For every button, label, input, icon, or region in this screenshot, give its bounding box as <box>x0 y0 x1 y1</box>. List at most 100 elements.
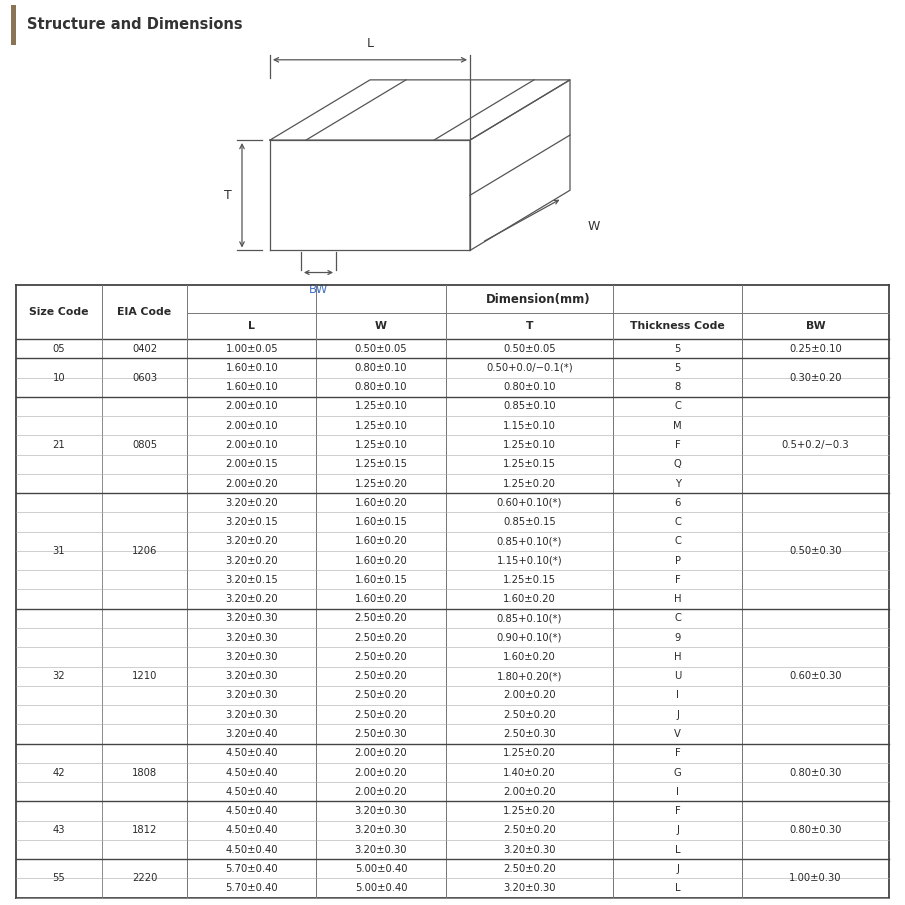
Text: 3.20±0.30: 3.20±0.30 <box>225 614 278 624</box>
Text: 4.50±0.40: 4.50±0.40 <box>225 844 278 854</box>
Text: 1.60±0.15: 1.60±0.15 <box>355 517 407 527</box>
Text: 0603: 0603 <box>132 373 157 383</box>
Text: 55: 55 <box>52 873 65 883</box>
Text: 3.20±0.40: 3.20±0.40 <box>225 729 278 739</box>
Text: 0.60+0.10(*): 0.60+0.10(*) <box>497 498 562 508</box>
Text: 1.40±0.20: 1.40±0.20 <box>503 767 556 777</box>
Text: BW: BW <box>309 282 329 296</box>
Text: 1.80+0.20(*): 1.80+0.20(*) <box>497 672 562 681</box>
Text: 4.50±0.40: 4.50±0.40 <box>225 786 278 796</box>
Text: 3.20±0.30: 3.20±0.30 <box>225 652 278 662</box>
Text: 3.20±0.15: 3.20±0.15 <box>225 517 278 527</box>
Text: 0.50±0.05: 0.50±0.05 <box>503 344 556 354</box>
Text: P: P <box>674 556 681 566</box>
Text: 2.00±0.20: 2.00±0.20 <box>225 479 278 489</box>
Text: 2.00±0.15: 2.00±0.15 <box>225 459 278 469</box>
Text: 2.50±0.20: 2.50±0.20 <box>355 633 407 643</box>
Text: T: T <box>224 189 232 202</box>
Text: G: G <box>673 767 681 777</box>
Text: 2.50±0.30: 2.50±0.30 <box>355 729 407 739</box>
Text: 21: 21 <box>52 440 65 450</box>
Text: 1.60±0.15: 1.60±0.15 <box>355 575 407 585</box>
Text: 3.20±0.30: 3.20±0.30 <box>503 844 556 854</box>
Text: 3.20±0.15: 3.20±0.15 <box>225 575 278 585</box>
Text: BW: BW <box>805 321 825 331</box>
Text: 2.00±0.20: 2.00±0.20 <box>355 767 407 777</box>
Text: F: F <box>675 440 681 450</box>
Text: I: I <box>676 691 679 700</box>
Text: 1.60±0.20: 1.60±0.20 <box>355 537 407 547</box>
Text: 0.30±0.20: 0.30±0.20 <box>789 373 842 383</box>
Text: 1206: 1206 <box>132 546 157 556</box>
Text: 10: 10 <box>52 373 65 383</box>
Text: 1.25±0.20: 1.25±0.20 <box>355 479 407 489</box>
Text: 1.60±0.20: 1.60±0.20 <box>355 498 407 508</box>
Text: I: I <box>676 786 679 796</box>
Text: 0.25±0.10: 0.25±0.10 <box>789 344 842 354</box>
Text: 0.85±0.10: 0.85±0.10 <box>503 402 556 412</box>
Text: 5.00±0.40: 5.00±0.40 <box>355 864 407 874</box>
Text: J: J <box>676 710 679 719</box>
Text: 1.25±0.15: 1.25±0.15 <box>355 459 407 469</box>
Text: 3.20±0.20: 3.20±0.20 <box>225 594 278 605</box>
Text: C: C <box>674 517 681 527</box>
Text: Y: Y <box>674 479 681 489</box>
Text: 3.20±0.30: 3.20±0.30 <box>503 883 556 893</box>
Text: 3.20±0.30: 3.20±0.30 <box>355 825 407 835</box>
Text: J: J <box>676 825 679 835</box>
Text: 1.00±0.05: 1.00±0.05 <box>225 344 278 354</box>
Text: 43: 43 <box>52 825 65 835</box>
Text: 3.20±0.30: 3.20±0.30 <box>355 806 407 816</box>
Text: 6: 6 <box>674 498 681 508</box>
Text: 2.50±0.20: 2.50±0.20 <box>503 710 556 719</box>
Text: 0.50+0.0/−0.1(*): 0.50+0.0/−0.1(*) <box>486 363 573 373</box>
Text: 3.20±0.20: 3.20±0.20 <box>225 537 278 547</box>
Text: 1.60±0.20: 1.60±0.20 <box>355 556 407 566</box>
Text: 3.20±0.30: 3.20±0.30 <box>225 633 278 643</box>
Text: 3.20±0.30: 3.20±0.30 <box>355 844 407 854</box>
Text: 1.15±0.10: 1.15±0.10 <box>503 421 556 431</box>
Text: L: L <box>367 37 374 50</box>
Text: F: F <box>675 806 681 816</box>
Text: 2.50±0.20: 2.50±0.20 <box>355 672 407 681</box>
Text: 2.00±0.10: 2.00±0.10 <box>225 402 278 412</box>
Text: 0.50±0.30: 0.50±0.30 <box>789 546 842 556</box>
Text: 2220: 2220 <box>132 873 157 883</box>
Text: L: L <box>675 883 681 893</box>
Text: 0805: 0805 <box>132 440 157 450</box>
Text: Size Code: Size Code <box>29 307 89 317</box>
Text: 0.85+0.10(*): 0.85+0.10(*) <box>497 614 562 624</box>
Text: 1.15+0.10(*): 1.15+0.10(*) <box>497 556 562 566</box>
Text: 1.60±0.20: 1.60±0.20 <box>355 594 407 605</box>
Text: V: V <box>674 729 681 739</box>
Text: 1.60±0.10: 1.60±0.10 <box>225 382 278 392</box>
Text: 0.85±0.15: 0.85±0.15 <box>503 517 556 527</box>
Text: 5.70±0.40: 5.70±0.40 <box>225 883 278 893</box>
Text: 9: 9 <box>674 633 681 643</box>
Text: 0.80±0.10: 0.80±0.10 <box>503 382 556 392</box>
Text: L: L <box>675 844 681 854</box>
Text: F: F <box>675 748 681 758</box>
Text: 4.50±0.40: 4.50±0.40 <box>225 748 278 758</box>
Text: 1808: 1808 <box>132 767 157 777</box>
Text: 3.20±0.20: 3.20±0.20 <box>225 556 278 566</box>
Text: C: C <box>674 614 681 624</box>
Text: 1.60±0.20: 1.60±0.20 <box>503 594 556 605</box>
Text: 2.00±0.20: 2.00±0.20 <box>503 691 556 700</box>
Text: 1.00±0.30: 1.00±0.30 <box>789 873 842 883</box>
Text: 2.50±0.20: 2.50±0.20 <box>355 710 407 719</box>
Text: 2.50±0.20: 2.50±0.20 <box>355 614 407 624</box>
Text: 1.60±0.10: 1.60±0.10 <box>225 363 278 373</box>
Text: J: J <box>676 864 679 874</box>
Text: 42: 42 <box>52 767 65 777</box>
Text: 0.50±0.05: 0.50±0.05 <box>355 344 407 354</box>
Text: 2.00±0.20: 2.00±0.20 <box>503 786 556 796</box>
Text: U: U <box>674 672 681 681</box>
Text: 2.00±0.10: 2.00±0.10 <box>225 421 278 431</box>
Text: 2.50±0.30: 2.50±0.30 <box>503 729 556 739</box>
Text: 1.25±0.20: 1.25±0.20 <box>503 479 556 489</box>
Text: C: C <box>674 402 681 412</box>
Text: T: T <box>526 321 533 331</box>
Text: 4.50±0.40: 4.50±0.40 <box>225 767 278 777</box>
Text: 4.50±0.40: 4.50±0.40 <box>225 825 278 835</box>
